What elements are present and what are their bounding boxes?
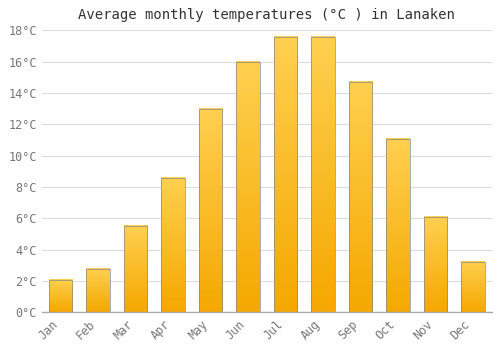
Bar xyxy=(86,268,110,313)
Bar xyxy=(312,37,334,313)
Bar xyxy=(236,62,260,313)
Bar xyxy=(124,226,147,313)
Bar xyxy=(462,262,484,313)
Bar xyxy=(199,109,222,313)
Bar xyxy=(162,178,184,313)
Bar xyxy=(349,82,372,313)
Bar xyxy=(424,217,447,313)
Bar xyxy=(274,37,297,313)
Title: Average monthly temperatures (°C ) in Lanaken: Average monthly temperatures (°C ) in La… xyxy=(78,8,455,22)
Bar xyxy=(386,139,409,313)
Bar xyxy=(49,280,72,313)
